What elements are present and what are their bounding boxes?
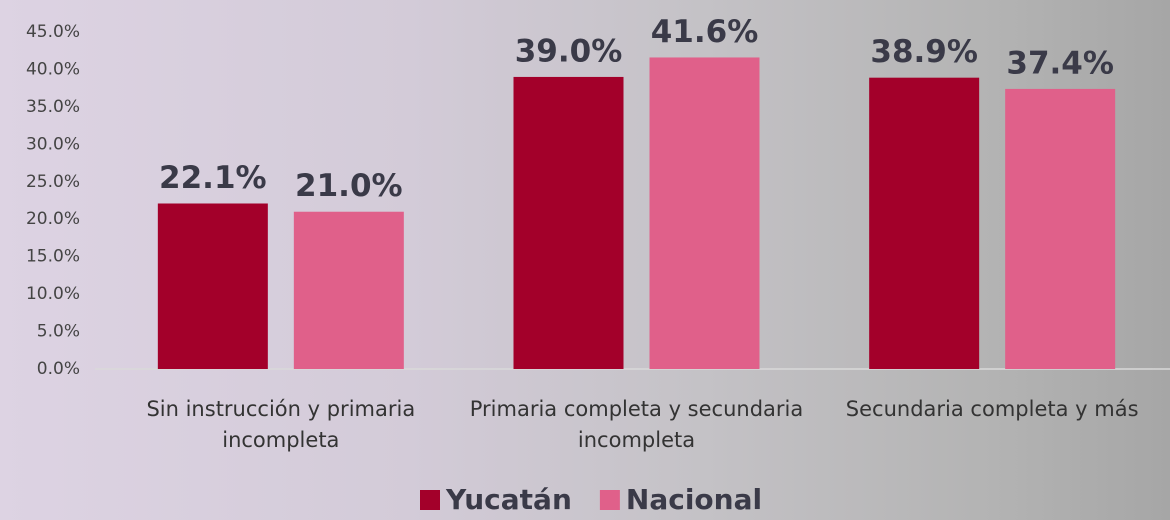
x-tick-label: Primaria completa y secundaria incomplet…	[467, 394, 807, 456]
value-label: 39.0%	[515, 33, 623, 69]
y-tick-label: 10.0%	[26, 284, 80, 304]
legend-label: Nacional	[626, 483, 762, 516]
bar	[514, 77, 624, 369]
chart: 0.0% 5.0% 10.0% 15.0% 20.0% 25.0% 30.0% 35.0% 40…	[0, 0, 1170, 520]
value-label: 37.4%	[1006, 45, 1114, 81]
x-tick-label: Secundaria completa y más	[822, 394, 1162, 425]
y-tick-label: 30.0%	[26, 134, 80, 154]
bar	[1005, 89, 1115, 369]
x-tick-label: Sin instrucción y primaria incompleta	[111, 394, 451, 456]
value-label: 38.9%	[870, 34, 978, 70]
y-tick-label: 40.0%	[26, 59, 80, 79]
legend-swatch	[600, 490, 620, 510]
value-label: 41.6%	[651, 14, 759, 50]
y-tick-label: 20.0%	[26, 209, 80, 229]
y-tick-label: 35.0%	[26, 97, 80, 117]
value-label: 21.0%	[295, 168, 403, 204]
value-label: 22.1%	[159, 160, 267, 196]
legend-label: Yucatán	[445, 483, 572, 516]
bar	[158, 203, 268, 369]
bar	[869, 78, 979, 369]
y-tick-label: 25.0%	[26, 172, 80, 192]
y-tick-label: 45.0%	[26, 22, 80, 42]
bar	[650, 57, 760, 369]
y-tick-label: 15.0%	[26, 247, 80, 267]
y-tick-label: 0.0%	[37, 359, 80, 379]
legend-swatch	[420, 490, 440, 510]
bar	[294, 212, 404, 369]
y-tick-label: 5.0%	[37, 322, 80, 342]
